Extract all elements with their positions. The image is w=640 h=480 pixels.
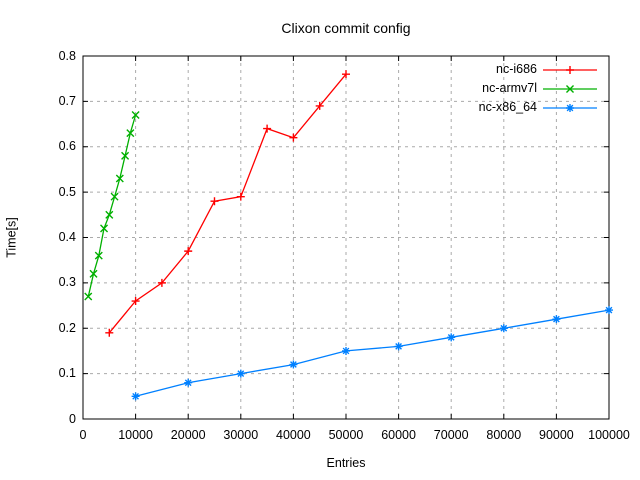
x-tick-label: 50000: [328, 428, 364, 442]
x-tick-label: 90000: [539, 428, 574, 442]
x-tick-label: 40000: [276, 428, 311, 442]
x-axis-label: Entries: [326, 456, 366, 470]
x-tick-label: 10000: [118, 428, 153, 442]
y-tick-label: 0.3: [58, 275, 76, 290]
y-tick-label: 0: [69, 411, 76, 426]
x-tick-label: 70000: [433, 428, 469, 442]
y-tick-label: 0.4: [58, 230, 76, 244]
legend-label-nc-x86_64: nc-x86_64: [478, 100, 537, 114]
y-tick-label: 0.1: [58, 366, 76, 381]
legend-label-nc-i686: nc-i686: [496, 62, 537, 76]
y-tick-label: 0.8: [58, 48, 76, 63]
x-tick-label: 30000: [223, 428, 259, 442]
x-tick-label: 60000: [381, 428, 416, 442]
y-tick-label: 0.6: [58, 139, 76, 154]
y-tick-label: 0.7: [58, 93, 76, 108]
x-tick-label: 0: [79, 428, 87, 442]
x-tick-label: 100000: [588, 428, 630, 442]
x-tick-label: 80000: [486, 428, 522, 442]
chart-title: Clixon commit config: [281, 20, 411, 36]
legend-label-nc-armv7l: nc-armv7l: [482, 81, 537, 95]
y-tick-label: 0.5: [58, 184, 76, 199]
y-tick-label: 0.2: [58, 320, 76, 335]
x-tick-label: 20000: [170, 428, 206, 442]
